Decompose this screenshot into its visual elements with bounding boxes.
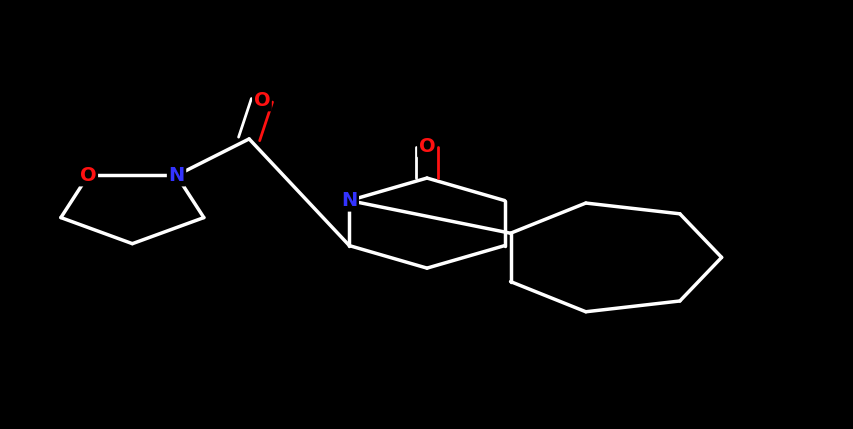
Text: O: O [418,137,435,156]
Text: O: O [80,166,96,185]
Text: N: N [168,166,184,185]
Text: N: N [341,191,357,210]
Text: O: O [253,91,270,110]
